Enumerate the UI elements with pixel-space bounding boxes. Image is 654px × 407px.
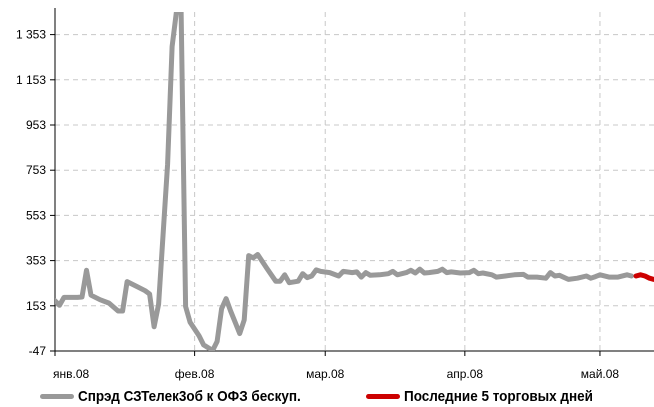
legend-item-last-5-days: Последние 5 торговых дней xyxy=(366,388,614,405)
grid-lines xyxy=(55,12,654,351)
y-tick-label: 153 xyxy=(26,299,46,313)
x-tick-label: май.08 xyxy=(581,367,620,381)
y-tick-label: 553 xyxy=(26,208,46,222)
y-tick-label: 1 353 xyxy=(16,28,46,42)
x-tick-label: апр.08 xyxy=(447,367,484,381)
series-line-spread xyxy=(55,12,634,351)
axes xyxy=(54,8,654,352)
series-line-last-5-days xyxy=(633,272,654,282)
series-lines xyxy=(55,12,654,351)
y-tick-label: 753 xyxy=(26,163,46,177)
x-tick-label: мар.08 xyxy=(306,367,345,381)
legend: Спрэд СЗТелек3об к ОФЗ бескуп. Последние… xyxy=(0,388,654,407)
legend-swatch-last-5-days xyxy=(366,394,400,399)
y-tick-label: -47 xyxy=(29,344,47,358)
legend-item-spread: Спрэд СЗТелек3об к ОФЗ бескуп. xyxy=(40,388,326,405)
y-axis-ticks: -47 153 353 553 753 953 1 153 1 353 xyxy=(16,28,55,358)
legend-label-spread: Спрэд СЗТелек3об к ОФЗ бескуп. xyxy=(78,388,301,405)
legend-swatch-spread xyxy=(40,394,74,399)
x-axis-ticks: янв.08 фев.08 мар.08 апр.08 май.08 xyxy=(53,351,619,381)
y-tick-label: 953 xyxy=(26,118,46,132)
y-tick-label: 1 153 xyxy=(16,73,46,87)
y-tick-label: 353 xyxy=(26,254,46,268)
x-tick-label: фев.08 xyxy=(175,367,215,381)
line-chart: -47 153 353 553 753 953 1 153 1 353 янв.08 фев.0… xyxy=(16,8,654,381)
legend-label-last-5-days: Последние 5 торговых дней xyxy=(404,388,593,405)
x-tick-label: янв.08 xyxy=(53,367,90,381)
